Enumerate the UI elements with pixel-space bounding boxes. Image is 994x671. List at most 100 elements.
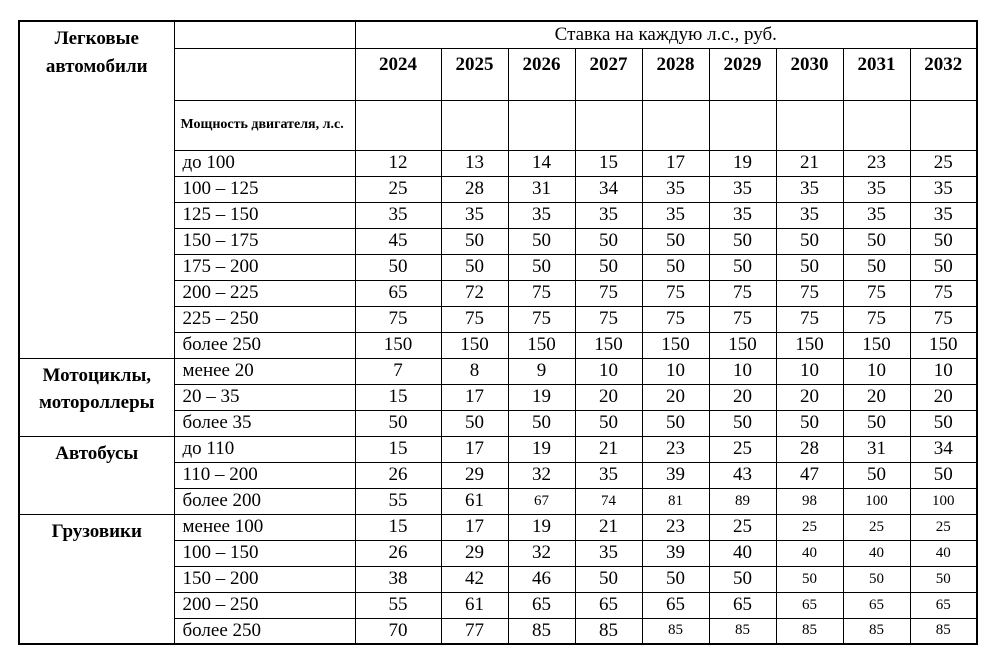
rate-value-cell: 50	[641, 227, 710, 255]
rate-value-cell: 50	[708, 565, 777, 593]
table-row: 175 – 200 50 50 50 50 50 50 50 50 50	[19, 253, 978, 281]
rate-value-cell: 65	[641, 591, 710, 619]
rate-value-cell: 65	[775, 591, 844, 619]
power-range-cell: менее 20	[173, 357, 356, 385]
power-range-cell: менее 100	[173, 513, 356, 541]
rate-value-cell: 39	[641, 461, 710, 489]
rate-value-cell: 35	[708, 201, 777, 229]
rate-value-cell: 28	[775, 435, 844, 463]
empty-cell	[507, 99, 576, 151]
rate-value-cell: 65	[909, 591, 978, 619]
rate-value-cell: 43	[708, 461, 777, 489]
rate-value-cell: 39	[641, 539, 710, 567]
rate-value-cell: 75	[507, 279, 576, 307]
rate-value-cell: 46	[507, 565, 576, 593]
rate-value-cell: 17	[440, 435, 509, 463]
rate-value-cell: 50	[641, 565, 710, 593]
power-range-cell: до 110	[173, 435, 356, 463]
rate-value-cell: 25	[909, 149, 978, 177]
rate-value-cell: 50	[909, 461, 978, 489]
rate-value-cell: 25	[354, 175, 442, 203]
rate-value-cell: 75	[574, 279, 643, 307]
power-range-cell: более 250	[173, 617, 356, 645]
rate-value-cell: 85	[842, 617, 911, 645]
rate-value-cell: 31	[507, 175, 576, 203]
rate-value-cell: 26	[354, 539, 442, 567]
rate-value-cell: 20	[574, 383, 643, 411]
rate-value-cell: 50	[507, 227, 576, 255]
rate-value-cell: 65	[574, 591, 643, 619]
rate-value-cell: 15	[354, 513, 442, 541]
rate-value-cell: 25	[708, 513, 777, 541]
rate-value-cell: 75	[708, 279, 777, 307]
rate-value-cell: 40	[775, 539, 844, 567]
rate-value-cell: 38	[354, 565, 442, 593]
rate-value-cell: 10	[842, 357, 911, 385]
rate-value-cell: 20	[909, 383, 978, 411]
rate-value-cell: 32	[507, 461, 576, 489]
empty-cell	[173, 47, 356, 101]
rate-value-cell: 23	[641, 513, 710, 541]
table-row: более 250 150 150 150 150 150 150 150 150 150	[19, 331, 978, 359]
year-header: 2032	[909, 47, 978, 101]
empty-cell	[708, 99, 777, 151]
category-cell: Мотоциклы, мотороллеры	[18, 357, 175, 437]
rate-value-cell: 26	[354, 461, 442, 489]
rate-value-cell: 150	[440, 331, 509, 359]
rate-value-cell: 150	[641, 331, 710, 359]
rate-value-cell: 10	[708, 357, 777, 385]
empty-cell	[574, 99, 643, 151]
rate-value-cell: 50	[440, 227, 509, 255]
rate-value-cell: 35	[708, 175, 777, 203]
power-range-cell: 200 – 250	[173, 591, 356, 619]
rate-value-cell: 75	[909, 279, 978, 307]
rate-value-cell: 72	[440, 279, 509, 307]
power-range-cell: 100 – 150	[173, 539, 356, 567]
rate-value-cell: 50	[354, 409, 442, 437]
rate-value-cell: 34	[909, 435, 978, 463]
rate-value-cell: 32	[507, 539, 576, 567]
year-header: 2026	[507, 47, 576, 101]
year-header: 2028	[641, 47, 710, 101]
rate-value-cell: 50	[354, 253, 442, 281]
table-row: Мотоциклы, мотороллеры менее 20 7 8 9 10 10 10 1…	[18, 357, 978, 437]
empty-cell	[775, 99, 844, 151]
table-row: 225 – 250 75 75 75 75 75 75 75 75 75	[19, 305, 978, 333]
rate-value-cell: 25	[909, 513, 978, 541]
rate-value-cell: 85	[507, 617, 576, 645]
rate-value-cell: 50	[909, 227, 978, 255]
rate-value-cell: 40	[708, 539, 777, 567]
rate-value-cell: 21	[574, 513, 643, 541]
power-range-cell: 225 – 250	[173, 305, 356, 333]
rate-header-row: Легковые автомобили Ставка на каждую л.с…	[18, 20, 978, 359]
table-row: более 200 55 61 67 74 81 89 98 100 100	[19, 487, 978, 515]
rate-value-cell: 35	[775, 175, 844, 203]
rate-value-cell: 34	[574, 175, 643, 203]
rate-value-cell: 50	[574, 253, 643, 281]
years-header-row: 2024 2025 2026 2027 2028 2029 2030 2031 2032	[19, 47, 978, 101]
rate-value-cell: 35	[842, 175, 911, 203]
rate-value-cell: 50	[440, 409, 509, 437]
rate-value-cell: 77	[440, 617, 509, 645]
rate-value-cell: 28	[440, 175, 509, 203]
rate-value-cell: 25	[708, 435, 777, 463]
rate-value-cell: 35	[574, 201, 643, 229]
year-header: 2024	[354, 47, 442, 101]
rate-value-cell: 19	[507, 383, 576, 411]
rate-value-cell: 85	[574, 617, 643, 645]
rate-value-cell: 10	[574, 357, 643, 385]
empty-cell	[173, 20, 356, 49]
rate-title: Ставка на каждую л.с., руб.	[354, 20, 978, 49]
rate-value-cell: 21	[574, 435, 643, 463]
power-range-cell: 20 – 35	[173, 383, 356, 411]
rate-value-cell: 61	[440, 487, 509, 515]
table-row: 200 – 225 65 72 75 75 75 75 75 75 75	[19, 279, 978, 307]
rate-value-cell: 19	[708, 149, 777, 177]
rate-value-cell: 20	[842, 383, 911, 411]
rate-value-cell: 42	[440, 565, 509, 593]
rate-value-cell: 35	[909, 201, 978, 229]
power-range-cell: 175 – 200	[173, 253, 356, 281]
year-header: 2031	[842, 47, 911, 101]
rate-value-cell: 65	[842, 591, 911, 619]
rate-value-cell: 50	[842, 253, 911, 281]
